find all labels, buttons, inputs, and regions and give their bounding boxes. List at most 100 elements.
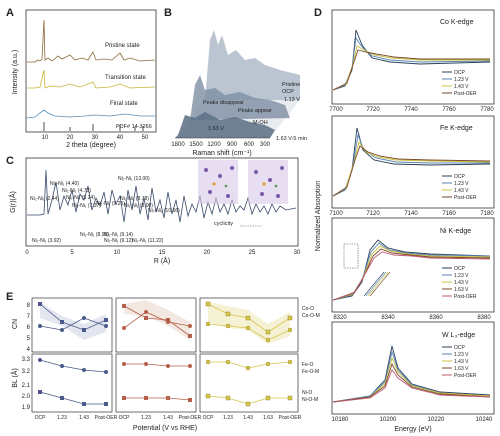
tick-label: 1.43 — [163, 415, 173, 421]
pair-label: Ni₁-Ni₁ (8.00) — [124, 203, 153, 209]
legend-item: OCP — [454, 345, 466, 351]
legend-item: OCP — [454, 174, 466, 180]
raman-waterfall-mid — [190, 75, 290, 120]
pair-label: Ni₁-Ni₁ (11.22) — [132, 238, 164, 244]
pair-labels: Ni₁-Ni₁ (4.40) Ni₁-Ni₁ (4.75) Ni₁-Ni₁ (2… — [30, 176, 180, 244]
legend-item: 1.43 V — [454, 188, 469, 194]
tick-label: 30 — [294, 250, 301, 256]
tick-label: 7140 — [404, 211, 418, 217]
e-fe-cn-line1 — [123, 305, 191, 337]
crystal-structure — [198, 160, 288, 204]
legend-item: Co-O — [302, 306, 314, 312]
b-right-pristine: Pristine — [282, 82, 300, 88]
legend-item: OCP — [454, 266, 466, 272]
b-right-113v: 1.13 V — [284, 97, 300, 103]
w-163 — [332, 362, 491, 403]
panel-a-frame — [25, 9, 157, 133]
e-co-bl-line1 — [39, 359, 107, 373]
panel-a: A Intensity (a.u.) 2 theta (degree) 10 2… — [6, 7, 157, 149]
panel-a-letter: A — [6, 7, 14, 19]
e-legends: Co-O Co-O-M Fe-O Fe-O-M Ni-O Ni-O-M — [302, 306, 320, 403]
legend-item: Ni-O — [302, 390, 312, 396]
tick-label: 1.43 — [79, 415, 89, 421]
ann-peaks-disappear: Peaks disappear — [203, 100, 244, 106]
legend-item: Post-OER — [454, 91, 477, 97]
legend-item: 1.63 V — [454, 366, 469, 372]
panel-c: C G(r)(Å) Ni₁-Ni₁ (4.40) Ni₁-Ni₁ (4.75) … — [6, 155, 301, 265]
label-pristine: Pristine state — [105, 43, 140, 49]
raman-waterfall-back — [205, 30, 300, 100]
legend-item: Post-OER — [454, 294, 477, 300]
tick-label: 50 — [142, 135, 149, 141]
tick-label: OCP — [119, 415, 131, 421]
w-post — [332, 369, 491, 403]
label-final: Final state — [110, 101, 138, 107]
panel-a-xlabel: 2 theta (degree) — [66, 142, 116, 149]
co-post — [332, 49, 490, 91]
tick-label: Post-OER — [95, 415, 118, 421]
tick-label: 8320 — [333, 315, 347, 321]
legend-item: OCP — [454, 70, 466, 76]
tick-label: 7760 — [442, 107, 456, 113]
e-fe-bl-line2 — [124, 397, 191, 401]
legend-item: 1.23 V — [454, 77, 469, 83]
tick-label: 7120 — [366, 211, 380, 217]
legend-item: 1.63 V — [454, 287, 469, 293]
panel-c-ylabel: G(r)(Å) — [8, 191, 17, 213]
tick-label: Post-OER — [179, 415, 202, 421]
tick-label: 7 — [27, 314, 31, 320]
ni-frame — [331, 217, 495, 313]
e-fe-cn-frame — [115, 297, 197, 353]
fe-post — [332, 145, 491, 197]
gr-curve — [27, 169, 297, 223]
e-ni-band — [208, 302, 290, 344]
tick-label: 2.1 — [22, 383, 31, 389]
pair-label: Ni₁-Ni₁ (2.44) — [30, 196, 59, 202]
tick-label: 1.43 — [243, 415, 253, 421]
tick-label: 1.23 — [141, 415, 151, 421]
e-co-cn-line1 — [39, 303, 107, 331]
e-ni-bl-frame — [199, 353, 299, 413]
pair-label: Ni₁-Ni₁ (8.78) — [120, 196, 149, 202]
pdf-sticks — [43, 122, 144, 131]
pair-label: Ni₁-Ni₁ (3.92) — [32, 238, 61, 244]
tick-label: 20 — [67, 135, 74, 141]
tick-label: 600 — [244, 142, 255, 148]
trace-final — [26, 109, 155, 119]
panel-d-ylabel: Normalized Absorption — [315, 181, 322, 252]
tick-label: 7740 — [404, 107, 418, 113]
panel-d-letter: D — [314, 7, 322, 19]
legend-item: Fe-O-M — [302, 369, 319, 375]
pair-label: Ni₁-Ni₁ (4.40) — [50, 181, 79, 187]
tick-label: 10 — [114, 250, 121, 256]
tick-label: 1.23 — [223, 415, 233, 421]
e-ni-cn-frame — [199, 297, 299, 353]
panel-c-xlabel: R (Å) — [154, 256, 170, 265]
b-right-ocp: OCP — [282, 89, 294, 95]
tick-label: 8 — [27, 303, 31, 309]
tick-label: 1.63 — [263, 415, 273, 421]
tick-label: 7780 — [480, 107, 494, 113]
co-legend: OCP 1.23 V 1.43 V Post-OER — [442, 70, 477, 97]
trace-transition — [27, 69, 156, 89]
tick-label: 1.9 — [22, 405, 31, 411]
co-title: Co K-edge — [440, 19, 474, 26]
legend-item: 1.23 V — [454, 273, 469, 279]
pair-label: Ni₁-Ni₁ (9.12) — [104, 238, 133, 244]
tick-label: 10240 — [476, 417, 493, 423]
tick-label: 5 — [27, 336, 31, 342]
pair-label: Ni₁-Ni₁ (10.66) — [148, 208, 180, 214]
tick-label: 7720 — [366, 107, 380, 113]
tick-label: 8380 — [477, 315, 491, 321]
tick-label: 3.2 — [22, 369, 31, 375]
e-co-bl-frame — [31, 353, 113, 413]
tick-label: 10180 — [332, 417, 349, 423]
e-fe-cn-line2 — [123, 311, 191, 329]
pair-label: Ni₁-Ni₁ (13.00) — [118, 176, 150, 182]
ni-inset — [363, 271, 391, 297]
panel-e-ylabel-bl: BL (Å) — [10, 368, 19, 388]
tick-label: 20 — [204, 250, 211, 256]
tick-label: 3.3 — [22, 357, 31, 363]
pair-label: Ni₁-Ni₁ (4.75) — [62, 188, 91, 194]
